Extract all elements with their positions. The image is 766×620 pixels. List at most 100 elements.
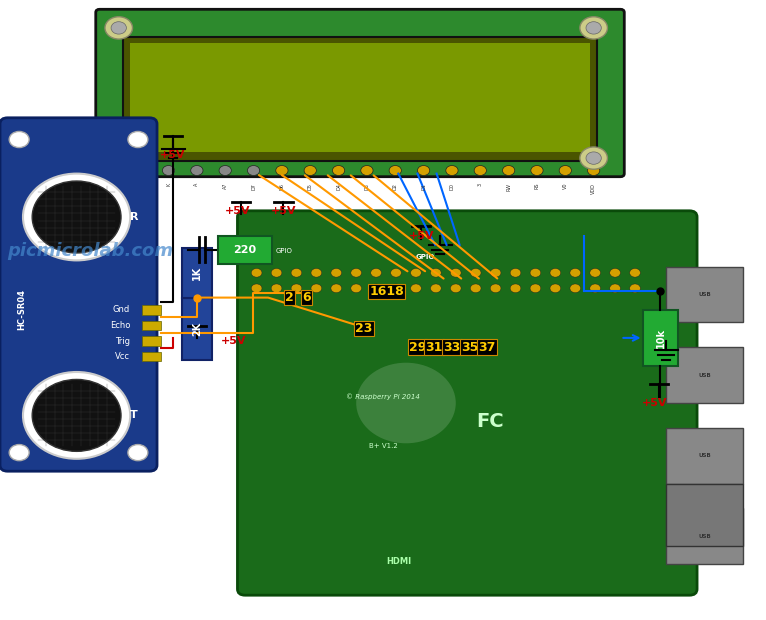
Circle shape — [630, 268, 640, 277]
Circle shape — [590, 268, 601, 277]
Text: D1: D1 — [421, 183, 426, 190]
Text: GPIO: GPIO — [276, 248, 293, 254]
Text: Echo: Echo — [110, 321, 130, 330]
Circle shape — [105, 147, 133, 169]
Text: D2: D2 — [393, 183, 398, 190]
Text: 35: 35 — [461, 341, 478, 353]
Circle shape — [356, 363, 456, 443]
Circle shape — [450, 284, 461, 293]
Circle shape — [411, 284, 421, 293]
FancyBboxPatch shape — [0, 118, 157, 471]
Bar — [142, 352, 161, 361]
Circle shape — [490, 268, 501, 277]
Text: GPIO: GPIO — [415, 254, 435, 260]
Text: USB: USB — [699, 453, 711, 458]
Bar — [666, 508, 743, 564]
Text: 10k: 10k — [656, 328, 666, 348]
Text: 1K: 1K — [192, 266, 202, 280]
Circle shape — [430, 268, 441, 277]
Circle shape — [111, 152, 126, 164]
Circle shape — [9, 131, 29, 148]
Circle shape — [510, 268, 521, 277]
Circle shape — [550, 268, 561, 277]
Circle shape — [304, 166, 316, 175]
Circle shape — [570, 268, 581, 277]
Circle shape — [247, 166, 260, 175]
Text: RW: RW — [506, 183, 511, 191]
Circle shape — [351, 284, 362, 293]
Circle shape — [580, 17, 607, 39]
Circle shape — [191, 166, 203, 175]
Text: D7: D7 — [251, 183, 256, 190]
Circle shape — [590, 284, 601, 293]
Text: HDMI: HDMI — [386, 557, 411, 565]
Circle shape — [311, 268, 322, 277]
Text: 1618: 1618 — [369, 285, 404, 298]
Circle shape — [9, 445, 29, 461]
Circle shape — [610, 284, 620, 293]
Text: D5: D5 — [308, 183, 313, 190]
Circle shape — [446, 166, 458, 175]
Text: 2K: 2K — [192, 322, 202, 335]
Text: Trig: Trig — [115, 337, 130, 345]
FancyBboxPatch shape — [96, 9, 624, 177]
Text: +5V: +5V — [270, 206, 296, 216]
Circle shape — [23, 372, 130, 459]
Circle shape — [630, 284, 640, 293]
Circle shape — [570, 284, 581, 293]
Circle shape — [128, 131, 148, 148]
Text: A7: A7 — [223, 183, 228, 189]
Text: 23: 23 — [355, 322, 372, 335]
Circle shape — [411, 268, 421, 277]
Circle shape — [276, 166, 288, 175]
Text: HC-SR04: HC-SR04 — [17, 290, 26, 330]
Circle shape — [510, 284, 521, 293]
Circle shape — [251, 268, 262, 277]
Text: D4: D4 — [336, 183, 341, 190]
Circle shape — [450, 268, 461, 277]
Text: USB: USB — [699, 373, 711, 378]
Circle shape — [389, 166, 401, 175]
Text: © Raspberry Pi 2014: © Raspberry Pi 2014 — [346, 394, 420, 400]
Circle shape — [332, 166, 345, 175]
Text: B+ V1.2: B+ V1.2 — [368, 443, 398, 449]
Bar — [182, 248, 212, 298]
Text: FC: FC — [476, 412, 504, 431]
Text: +5V: +5V — [221, 336, 247, 346]
Bar — [218, 236, 272, 264]
Bar — [666, 267, 743, 322]
Bar — [142, 321, 161, 330]
Circle shape — [32, 379, 121, 451]
Circle shape — [351, 268, 362, 277]
FancyBboxPatch shape — [237, 211, 697, 595]
Circle shape — [128, 445, 148, 461]
Circle shape — [530, 284, 541, 293]
Text: 3: 3 — [478, 183, 483, 186]
Text: D6: D6 — [280, 183, 284, 190]
Text: +5V: +5V — [642, 398, 668, 408]
Circle shape — [219, 166, 231, 175]
Text: VDD: VDD — [591, 183, 596, 194]
Text: 31: 31 — [426, 341, 443, 353]
Circle shape — [291, 284, 302, 293]
Circle shape — [331, 268, 342, 277]
Bar — [142, 305, 161, 315]
Bar — [643, 310, 678, 366]
Text: picmicrolab.com: picmicrolab.com — [8, 242, 174, 260]
Circle shape — [105, 17, 133, 39]
Circle shape — [32, 181, 121, 253]
Circle shape — [361, 166, 373, 175]
Circle shape — [391, 268, 401, 277]
Text: 220: 220 — [234, 244, 257, 255]
Circle shape — [271, 268, 282, 277]
Circle shape — [311, 284, 322, 293]
Circle shape — [610, 268, 620, 277]
Circle shape — [580, 147, 607, 169]
Circle shape — [586, 22, 601, 34]
Circle shape — [588, 166, 600, 175]
Circle shape — [331, 284, 342, 293]
Bar — [666, 347, 743, 403]
Circle shape — [470, 284, 481, 293]
Text: A: A — [195, 183, 199, 186]
Text: USB: USB — [699, 292, 711, 297]
